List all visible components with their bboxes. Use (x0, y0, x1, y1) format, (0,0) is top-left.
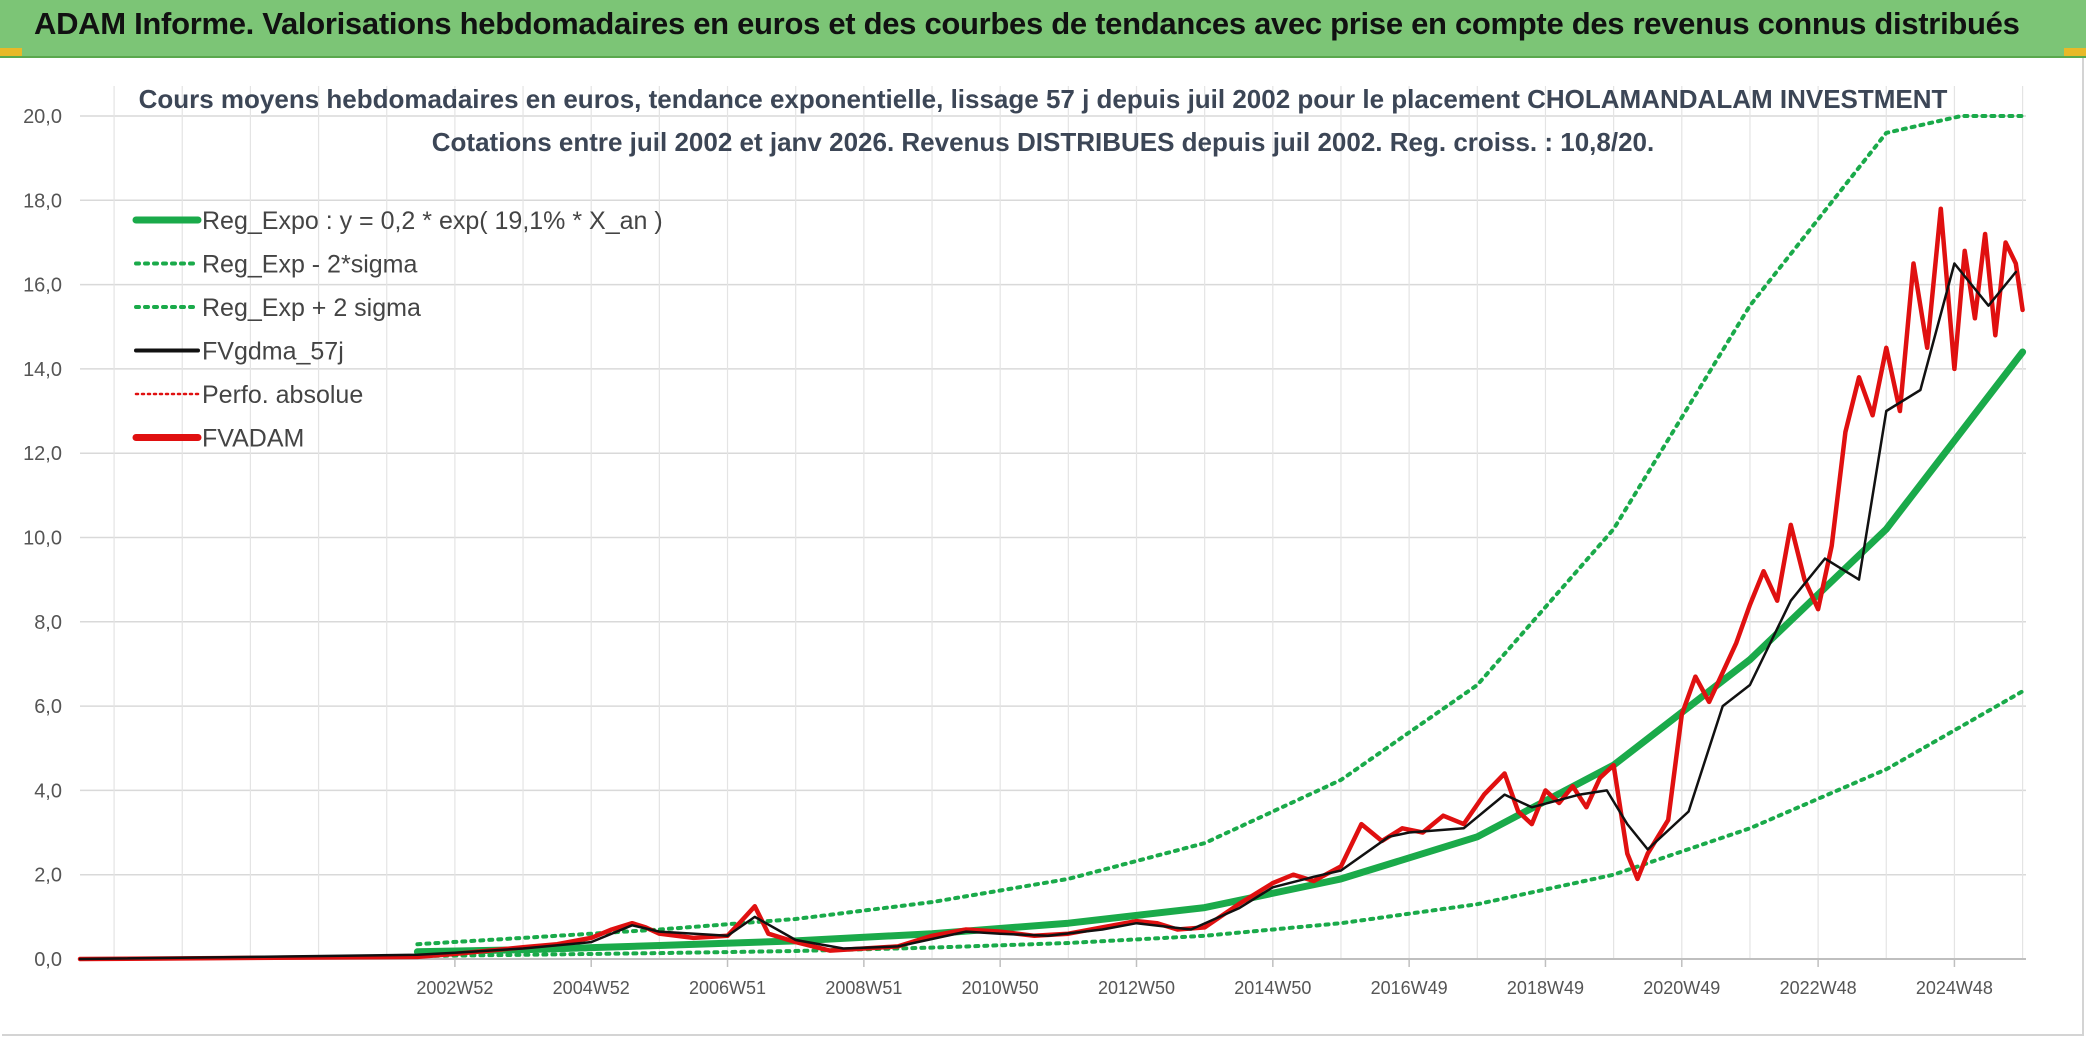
series-fvadam (77, 206, 2025, 962)
y-tick-label: 18,0 (23, 190, 62, 212)
y-tick-label: 16,0 (23, 275, 62, 297)
series-fvgdma (78, 262, 2018, 961)
x-tick-label: 2016W49 (1371, 978, 1448, 998)
y-tick-label: 8,0 (34, 612, 62, 634)
y-tick-label: 0,0 (34, 949, 62, 971)
x-tick-label: 2022W48 (1780, 978, 1857, 998)
y-tick-label: 6,0 (34, 696, 62, 718)
x-tick-label: 2024W48 (1916, 978, 1993, 998)
banner-accent-left (0, 48, 22, 56)
banner-accent-right (2064, 48, 2086, 56)
legend-label-perf: Perfo. absolue (202, 381, 363, 409)
legend: Reg_Expo : y = 0,2 * exp( 19,1% * X_an )… (132, 207, 663, 453)
legend-label-ma: FVgdma_57j (202, 338, 344, 366)
y-tick-label: 10,0 (23, 528, 62, 550)
x-tick-label: 2012W50 (1098, 978, 1175, 998)
y-tick-label: 4,0 (34, 780, 62, 802)
chart-subtitle: Cotations entre juil 2002 et janv 2026. … (432, 127, 1654, 157)
x-tick-label: 2006W51 (689, 978, 766, 998)
y-axis-ticks: 0,0 2,0 4,0 6,0 8,0 10,0 12,0 14,0 16,0 18,0 20,0 (23, 106, 62, 971)
legend-label-reg: Reg_Expo : y = 0,2 * exp( 19,1% * X_an ) (202, 207, 663, 235)
series-reg-low (415, 689, 2025, 958)
x-tick-label: 2004W52 (553, 978, 630, 998)
x-tick-label: 2008W51 (825, 978, 902, 998)
x-axis-ticks: 2002W52 2004W52 2006W51 2008W51 2010W50 2012W… (416, 959, 1993, 998)
chart-frame (2, 58, 2084, 1036)
chart-title: Cours moyens hebdomadaires en euros, ten… (139, 84, 1948, 114)
legend-label-adam: FVADAM (202, 425, 304, 453)
legend-label-high: Reg_Exp + 2 sigma (202, 294, 421, 322)
grid-lines (80, 86, 2026, 960)
x-tick-label: 2014W50 (1234, 978, 1311, 998)
y-tick-label: 14,0 (23, 359, 62, 381)
series-reg-high (415, 114, 2025, 947)
y-tick-label: 2,0 (34, 865, 62, 887)
x-tick-label: 2020W49 (1643, 978, 1720, 998)
x-tick-label: 2002W52 (416, 978, 493, 998)
report-banner: ADAM Informe. Valorisations hebdomadaire… (0, 0, 2086, 58)
y-tick-label: 20,0 (23, 106, 62, 128)
series-lines (77, 114, 2027, 962)
report-title: ADAM Informe. Valorisations hebdomadaire… (34, 6, 2020, 41)
series-reg-expo (413, 348, 2027, 956)
x-tick-label: 2010W50 (962, 978, 1039, 998)
y-tick-label: 12,0 (23, 443, 62, 465)
legend-label-low: Reg_Exp - 2*sigma (202, 251, 417, 279)
x-tick-label: 2018W49 (1507, 978, 1584, 998)
